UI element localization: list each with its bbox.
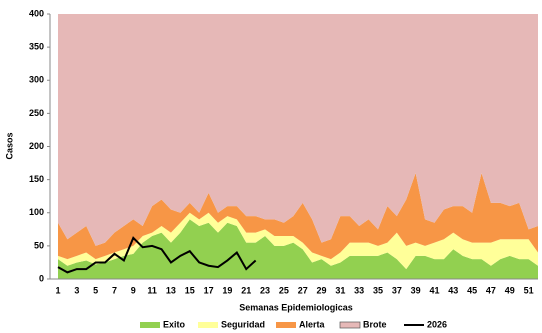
x-tick-label: 11 (147, 285, 157, 295)
x-tick-label: 35 (373, 285, 383, 295)
x-tick-label: 17 (204, 285, 214, 295)
y-tick-label: 300 (29, 75, 44, 85)
x-tick-label: 49 (505, 285, 515, 295)
x-tick-label: 13 (166, 285, 176, 295)
legend-label: 2026 (427, 319, 447, 329)
x-tick-label: 21 (241, 285, 251, 295)
x-tick-label: 51 (524, 285, 534, 295)
x-tick-label: 33 (354, 285, 364, 295)
x-tick-label: 23 (260, 285, 270, 295)
x-tick-label: 9 (131, 285, 136, 295)
x-tick-label: 29 (317, 285, 327, 295)
x-axis-label: Semanas Epidemiologicas (239, 302, 353, 312)
y-tick-label: 200 (29, 141, 44, 151)
line (57, 236, 257, 274)
y-tick-label: 250 (29, 108, 44, 118)
y-tick-label: 100 (29, 207, 44, 217)
x-tick-label: 1 (55, 285, 60, 295)
y-tick-label: 50 (34, 240, 44, 250)
area (58, 219, 538, 279)
legend-label: Seguridad (221, 319, 265, 329)
legend-label: Alerta (299, 319, 326, 329)
x-tick-label: 15 (185, 285, 195, 295)
area (58, 14, 538, 246)
x-tick-label: 39 (411, 285, 421, 295)
x-tick-label: 25 (279, 285, 289, 295)
x-tick-label: 37 (392, 285, 402, 295)
x-tick-label: 41 (429, 285, 439, 295)
x-tick-label: 43 (448, 285, 458, 295)
x-tick-label: 5 (93, 285, 98, 295)
x-tick-label: 47 (486, 285, 496, 295)
legend-swatch (140, 322, 160, 328)
x-tick-label: 7 (112, 285, 117, 295)
area (58, 212, 538, 270)
x-tick-label: 31 (335, 285, 345, 295)
legend-swatch (276, 322, 296, 328)
y-tick-label: 0 (39, 273, 44, 283)
area (58, 173, 538, 260)
x-tick-label: 45 (467, 285, 477, 295)
legend-label: Brote (363, 319, 387, 329)
legend-swatch (339, 321, 361, 329)
x-tick-label: 19 (222, 285, 232, 295)
x-tick-label: 27 (298, 285, 308, 295)
y-tick-label: 350 (29, 42, 44, 52)
y-tick-label: 400 (29, 8, 44, 18)
y-tick-label: 150 (29, 174, 44, 184)
legend-label: Exito (163, 319, 186, 329)
y-axis-label: Casos (4, 132, 14, 159)
x-tick-label: 3 (74, 285, 79, 295)
legend-swatch (198, 322, 218, 328)
